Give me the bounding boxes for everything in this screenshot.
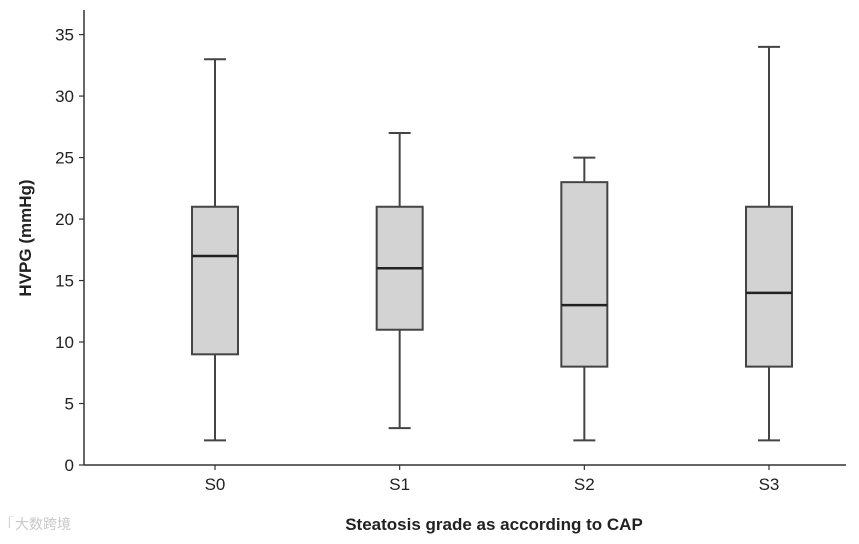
box-s1 (375, 131, 424, 430)
y-axis-ticks: 0 5 10 15 20 25 30 35 (55, 26, 84, 475)
iqr-box (191, 205, 239, 356)
y-tick-label: 20 (55, 210, 74, 229)
iqr-box (745, 205, 793, 368)
x-axis-title: Steatosis grade as according to CAP (345, 515, 643, 534)
x-tick-label: S0 (205, 475, 226, 494)
y-axis-title: HVPG (mmHg) (16, 179, 35, 296)
y-tick-label: 0 (65, 456, 74, 475)
iqr-box (560, 181, 609, 368)
x-axis-ticks: S0 S1 S2 S3 (205, 465, 780, 494)
box-s0 (191, 58, 239, 442)
y-tick-label: 15 (55, 272, 74, 291)
watermark-text: 大数跨境 (14, 517, 71, 533)
x-tick-label: S2 (574, 475, 595, 494)
box-s3 (745, 45, 793, 442)
y-tick-label: 35 (55, 26, 74, 45)
watermark: ᥬ 大数跨境 (8, 514, 71, 534)
y-tick-label: 25 (55, 149, 74, 168)
y-tick-label: 30 (55, 87, 74, 106)
watermark-logo-icon: ᥬ (8, 516, 11, 532)
box-s2 (560, 156, 609, 442)
y-tick-label: 5 (65, 395, 74, 414)
y-tick-label: 10 (55, 333, 74, 352)
x-tick-label: S1 (389, 475, 410, 494)
box-series (191, 45, 793, 442)
x-tick-label: S3 (759, 475, 780, 494)
